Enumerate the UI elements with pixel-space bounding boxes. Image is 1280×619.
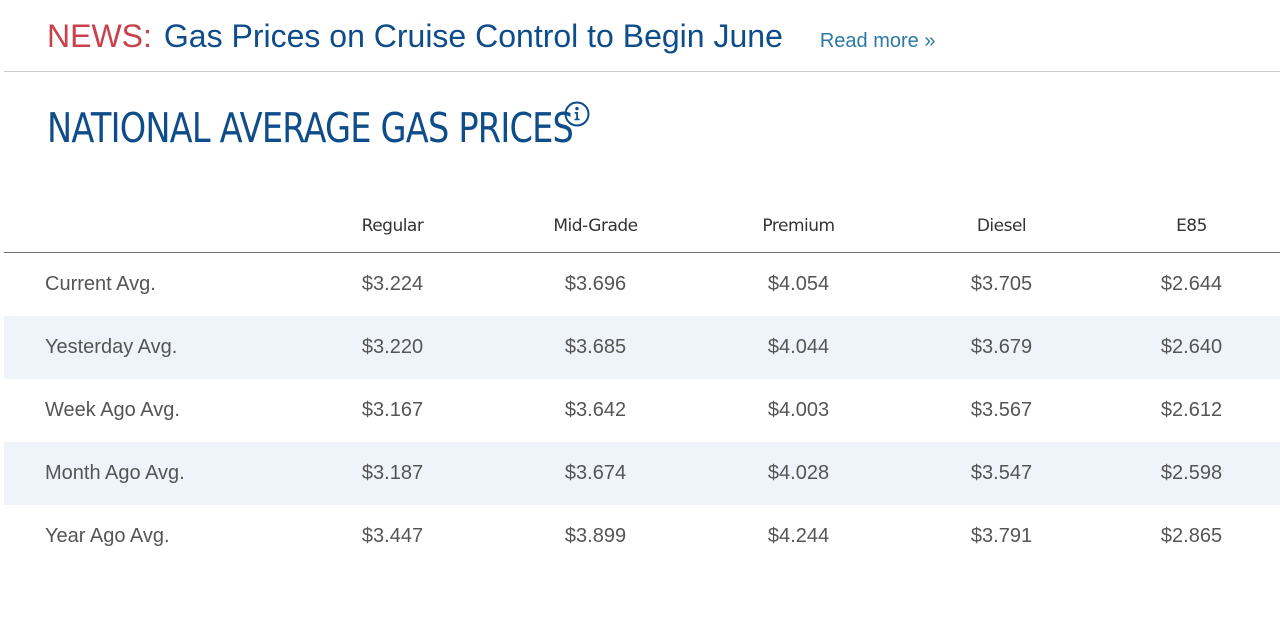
- price-cell: $3.642: [564, 399, 627, 421]
- price-cell: $2.865: [1160, 525, 1223, 547]
- price-cell: $3.567: [970, 399, 1033, 421]
- price-cell: $2.640: [1103, 316, 1280, 379]
- news-bar: NEWS: Gas Prices on Cruise Control to Be…: [47, 18, 935, 58]
- table-row: Year Ago Avg. $3.447 $3.899 $4.244 $3.79…: [4, 505, 1280, 568]
- price-cell: $2.644: [1160, 273, 1223, 295]
- column-header: Regular: [291, 200, 494, 253]
- price-cell: $2.612: [1160, 399, 1223, 421]
- price-cell: $3.899: [564, 525, 627, 547]
- price-cell: $4.003: [767, 399, 830, 421]
- column-header: Mid-Grade: [494, 200, 697, 253]
- price-cell: $3.696: [564, 273, 627, 295]
- price-cell: $3.220: [291, 316, 494, 379]
- row-label: Month Ago Avg.: [4, 442, 291, 505]
- price-cell: $3.705: [970, 273, 1033, 295]
- column-header: Premium: [697, 200, 900, 253]
- info-icon[interactable]: [563, 100, 591, 128]
- news-label: NEWS:: [47, 18, 152, 54]
- top-divider: [4, 71, 1280, 72]
- price-cell: $3.679: [900, 316, 1103, 379]
- price-table: Regular Mid-Grade Premium Diesel E85 Cur…: [4, 200, 1280, 568]
- price-cell: $3.547: [900, 442, 1103, 505]
- column-header: E85: [1103, 200, 1280, 253]
- row-label: Current Avg.: [45, 273, 156, 295]
- price-cell: $4.054: [767, 273, 830, 295]
- column-header-empty: [4, 200, 291, 253]
- table-header-row: Regular Mid-Grade Premium Diesel E85: [4, 200, 1280, 253]
- price-cell: $3.167: [361, 399, 424, 421]
- price-cell: $3.187: [291, 442, 494, 505]
- table-row: Month Ago Avg. $3.187 $3.674 $4.028 $3.5…: [4, 442, 1280, 505]
- row-label: Year Ago Avg.: [45, 525, 170, 547]
- column-header: Diesel: [900, 200, 1103, 253]
- row-label: Yesterday Avg.: [4, 316, 291, 379]
- price-cell: $3.791: [970, 525, 1033, 547]
- table-row: Current Avg. $3.224 $3.696 $4.054 $3.705…: [4, 253, 1280, 317]
- table-row: Yesterday Avg. $3.220 $3.685 $4.044 $3.6…: [4, 316, 1280, 379]
- price-cell: $3.224: [361, 273, 424, 295]
- price-cell: $4.044: [697, 316, 900, 379]
- row-label: Week Ago Avg.: [45, 399, 180, 421]
- price-cell: $2.598: [1103, 442, 1280, 505]
- price-cell: $4.028: [697, 442, 900, 505]
- price-cell: $4.244: [767, 525, 830, 547]
- read-more-link[interactable]: Read more »: [819, 30, 936, 52]
- price-cell: $3.685: [494, 316, 697, 379]
- price-cell: $3.447: [361, 525, 424, 547]
- price-cell: $3.674: [494, 442, 697, 505]
- table-row: Week Ago Avg. $3.167 $3.642 $4.003 $3.56…: [4, 379, 1280, 442]
- news-headline-link[interactable]: Gas Prices on Cruise Control to Begin Ju…: [163, 18, 783, 54]
- page-title: NATIONAL AVERAGE GAS PRICES: [47, 104, 574, 152]
